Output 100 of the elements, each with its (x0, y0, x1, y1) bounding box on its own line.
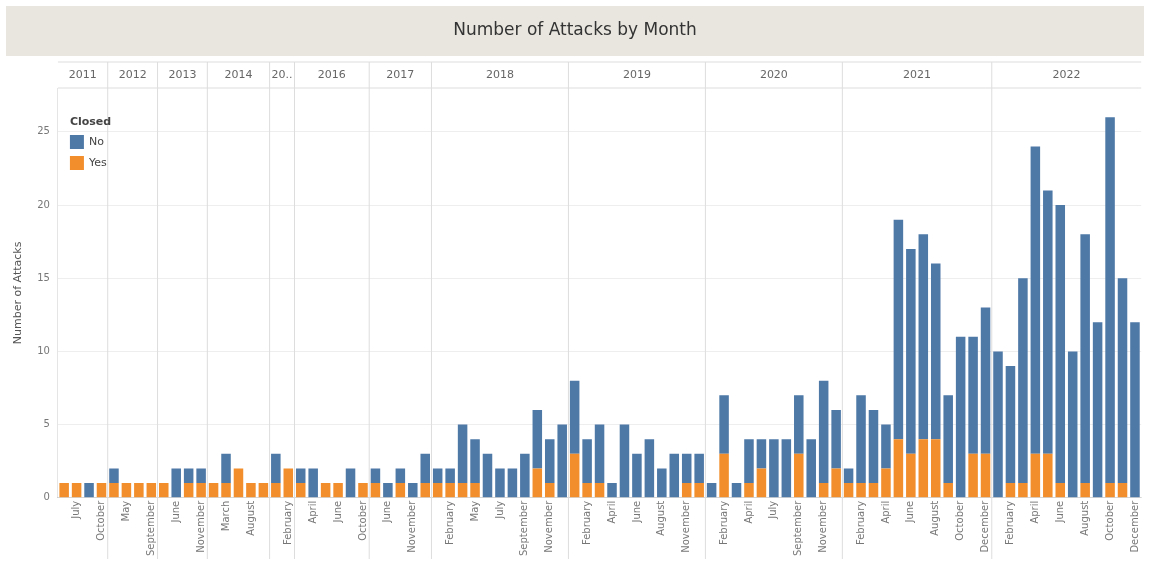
bar (71, 483, 82, 498)
bar (619, 424, 630, 498)
x-tick-label: April (879, 500, 891, 524)
bar (370, 468, 381, 484)
x-tick-label: April (306, 500, 318, 524)
x-tick-label: November (406, 499, 418, 553)
bar (831, 409, 841, 469)
bar (1043, 453, 1053, 498)
x-tick-label: June (169, 500, 181, 524)
bar (930, 439, 941, 498)
bar (308, 468, 318, 498)
bar (918, 234, 929, 440)
x-tick-label: December (1128, 499, 1140, 553)
x-tick-label: May (468, 500, 480, 522)
x-tick-label: October (954, 499, 966, 541)
bar (881, 424, 891, 469)
bar (756, 468, 767, 498)
bar (818, 380, 829, 484)
x-tick-label: February (281, 500, 293, 546)
bar (1055, 205, 1066, 484)
bar (1105, 483, 1115, 498)
bar (395, 483, 406, 498)
x-tick-label: October (1103, 499, 1115, 541)
x-tick-label: August (929, 500, 941, 536)
x-tick-label: February (1004, 500, 1016, 546)
y-tick-label: 5 (43, 418, 50, 430)
bar (893, 219, 904, 440)
x-tick-label: December (979, 499, 991, 553)
text: 2019 (622, 67, 651, 81)
text: 2013 (168, 67, 197, 81)
bar (221, 483, 231, 498)
bar (146, 483, 157, 498)
bar (59, 483, 69, 498)
legend-title: Closed (69, 114, 112, 128)
y-tick-label: 25 (37, 125, 50, 137)
bar (1080, 234, 1090, 484)
bar (781, 439, 792, 498)
text: 2021 (903, 67, 932, 81)
x-tick-label: June (904, 500, 916, 524)
y-tick-label: 10 (37, 344, 50, 356)
bar (258, 483, 269, 498)
bar (134, 483, 144, 498)
bar (943, 395, 953, 484)
bar (196, 483, 206, 498)
bar (544, 439, 555, 484)
bar (1092, 322, 1103, 498)
text: 2018 (485, 67, 514, 81)
bar (295, 483, 306, 498)
bar (582, 483, 592, 498)
bar (482, 453, 493, 498)
bar (569, 453, 580, 498)
bar (756, 439, 767, 469)
text: 2012 (118, 67, 147, 81)
bar (345, 468, 356, 498)
bar (582, 439, 592, 484)
y-axis-title: Number of Attacks (11, 241, 25, 345)
bar (968, 336, 978, 454)
x-tick-label: April (605, 500, 617, 524)
x-tick-label: September (518, 499, 530, 557)
bar (333, 483, 343, 498)
bar (271, 483, 281, 498)
bar (694, 453, 704, 484)
x-tick-label: June (630, 500, 642, 524)
x-tick-label: September (144, 499, 156, 557)
bar (84, 483, 94, 498)
bar (769, 439, 779, 498)
x-tick-label: April (742, 500, 754, 524)
x-tick-label: August (1078, 500, 1090, 536)
bar (507, 468, 518, 498)
bar (457, 483, 468, 498)
bar (183, 483, 194, 498)
bar (420, 483, 430, 498)
x-tick-label: April (1028, 500, 1040, 524)
x-tick-label: August (655, 500, 667, 536)
bar (383, 483, 393, 498)
bar (881, 468, 891, 498)
bar (893, 439, 904, 498)
bar (457, 424, 468, 484)
x-tick-label: June (381, 500, 393, 524)
bar (930, 263, 941, 440)
bar (470, 483, 480, 498)
text: 2011 (68, 67, 97, 81)
bar (719, 395, 729, 454)
bar (594, 424, 605, 484)
bar (96, 483, 107, 498)
bar (109, 468, 119, 484)
bar (196, 468, 206, 484)
bar (868, 483, 879, 498)
x-tick-label: May (120, 500, 131, 522)
bar (221, 453, 231, 484)
bar (993, 351, 1003, 498)
bar (1018, 278, 1028, 484)
bar (906, 248, 916, 454)
bar (1030, 146, 1041, 454)
bar (370, 483, 381, 498)
bar (358, 483, 368, 498)
text: 2017 (386, 67, 415, 81)
bar (171, 468, 181, 498)
bar (843, 468, 854, 484)
legend-label: No (88, 134, 105, 148)
